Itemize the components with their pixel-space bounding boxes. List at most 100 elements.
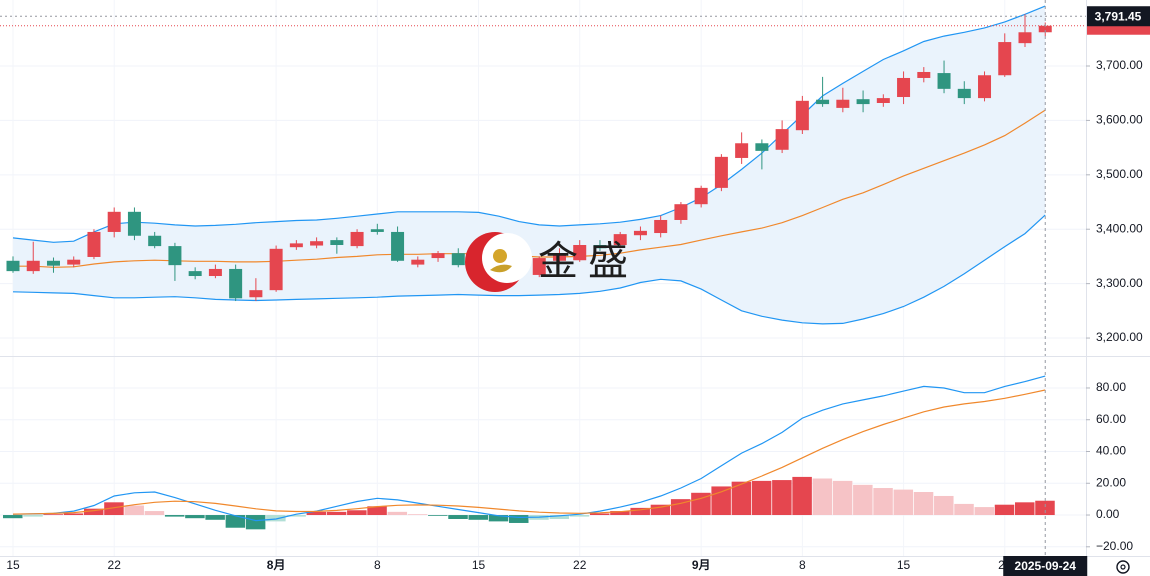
histogram-bar — [245, 515, 266, 530]
x-tick-label: 9月 — [692, 558, 711, 572]
candle-body — [937, 73, 951, 89]
x-tick-label: 8 — [799, 558, 806, 572]
candle-body — [775, 129, 789, 150]
y-tick-label: 3,200.00 — [1096, 330, 1143, 344]
crosshair-date-label: 2025-09-24 — [1015, 559, 1077, 573]
histogram-bar — [266, 515, 286, 522]
candle-body — [674, 204, 688, 220]
histogram-bar — [650, 504, 671, 516]
histogram-bar — [893, 489, 914, 516]
histogram-bar — [43, 514, 63, 516]
histogram-bar — [549, 515, 569, 519]
histogram-bar — [792, 476, 812, 516]
watermark-text: 金盛 — [538, 240, 638, 284]
histogram-bar — [711, 486, 731, 516]
plot — [0, 0, 1086, 556]
histogram-bar — [387, 511, 408, 516]
candle-body — [26, 260, 40, 272]
histogram-bar — [772, 480, 792, 516]
histogram-bar — [691, 492, 711, 516]
candle-body — [229, 268, 243, 299]
y-tick-label: 3,700.00 — [1096, 58, 1143, 72]
histogram-bar — [83, 508, 104, 516]
candle-body — [391, 231, 405, 261]
crosshair-price-label: 3,791.45 — [1095, 9, 1142, 23]
candle-body — [755, 143, 769, 151]
y-tick-label: −20.00 — [1096, 539, 1133, 553]
histogram-bar — [286, 515, 306, 517]
candle-body — [836, 99, 850, 108]
candle-body — [978, 75, 992, 99]
histogram-bar — [873, 488, 893, 516]
histogram-bar — [407, 514, 428, 516]
candle-body — [998, 42, 1012, 76]
y-tick-label: 60.00 — [1096, 412, 1126, 426]
candle-body — [208, 268, 222, 277]
y-tick-label: 20.00 — [1096, 475, 1126, 489]
candle-body — [431, 253, 445, 259]
logo — [493, 249, 507, 263]
x-tick-label: 15 — [472, 558, 486, 572]
candle-body — [816, 99, 830, 105]
candle-body — [917, 71, 931, 78]
indicator-line — [12, 375, 1046, 522]
y-tick-label: 80.00 — [1096, 380, 1126, 394]
histogram-bar — [934, 495, 954, 516]
histogram-bar — [63, 513, 84, 516]
histogram-bar — [610, 511, 630, 516]
histogram-bar — [751, 480, 772, 516]
candle-body — [310, 241, 324, 246]
histogram-bar — [164, 515, 185, 517]
histogram-bar — [731, 481, 752, 516]
x-tick-label: 8月 — [267, 558, 286, 572]
histogram-bar — [124, 505, 144, 516]
logo — [490, 264, 512, 273]
candle-body — [897, 77, 911, 98]
candle-body — [87, 231, 101, 257]
candle-body — [573, 245, 587, 261]
candle-body — [957, 88, 971, 99]
histogram-bar — [488, 515, 509, 522]
candle-body — [249, 290, 263, 298]
candle-body — [654, 219, 668, 234]
candle-body — [735, 143, 749, 158]
histogram-bar — [367, 506, 387, 516]
settings-icon[interactable] — [1116, 560, 1130, 574]
candle-body — [188, 271, 202, 277]
settings-button[interactable] — [1116, 560, 1130, 574]
x-tick-label: 22 — [573, 558, 587, 572]
candle-body — [148, 235, 162, 247]
histogram-bar — [954, 503, 974, 516]
band-line — [12, 214, 1046, 325]
histogram-bar — [205, 515, 225, 520]
candle-body — [613, 234, 627, 246]
histogram-bar — [104, 502, 124, 516]
settings-icon[interactable] — [1120, 564, 1126, 570]
histogram-bar — [3, 515, 23, 519]
x-tick-label: 15 — [6, 558, 20, 572]
candle-body — [1018, 32, 1032, 44]
x-tick-label: 8 — [374, 558, 381, 572]
x-tick-label: 22 — [108, 558, 122, 572]
histogram-bar — [509, 515, 529, 523]
candle-body — [350, 231, 364, 247]
candle-body — [289, 243, 303, 248]
candle-body — [411, 259, 425, 265]
histogram-bar — [306, 511, 327, 516]
candle-body — [127, 211, 141, 236]
candle-body — [876, 98, 890, 103]
y-tick-label: 3,300.00 — [1096, 276, 1143, 290]
histogram-bar — [23, 515, 43, 517]
band-fill — [13, 6, 1046, 324]
candle-body — [168, 246, 182, 266]
y-tick-label: 0.00 — [1096, 507, 1120, 521]
candle-body — [67, 259, 81, 265]
histogram-bar — [589, 513, 610, 516]
histogram-bar — [1035, 500, 1055, 516]
candle-body — [1038, 25, 1052, 33]
candle-body — [552, 253, 566, 261]
watermark: 金盛 — [465, 232, 638, 292]
candle-body — [269, 248, 283, 291]
